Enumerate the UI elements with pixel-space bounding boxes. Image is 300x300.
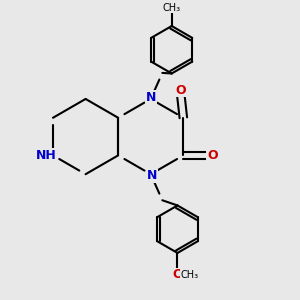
Text: O: O <box>175 84 186 97</box>
Text: CH₃: CH₃ <box>180 270 198 280</box>
Text: O: O <box>172 268 183 281</box>
Text: N: N <box>146 91 156 104</box>
Text: O: O <box>207 149 217 162</box>
Text: N: N <box>147 169 158 182</box>
Text: CH₃: CH₃ <box>163 3 181 13</box>
Text: NH: NH <box>35 149 56 162</box>
